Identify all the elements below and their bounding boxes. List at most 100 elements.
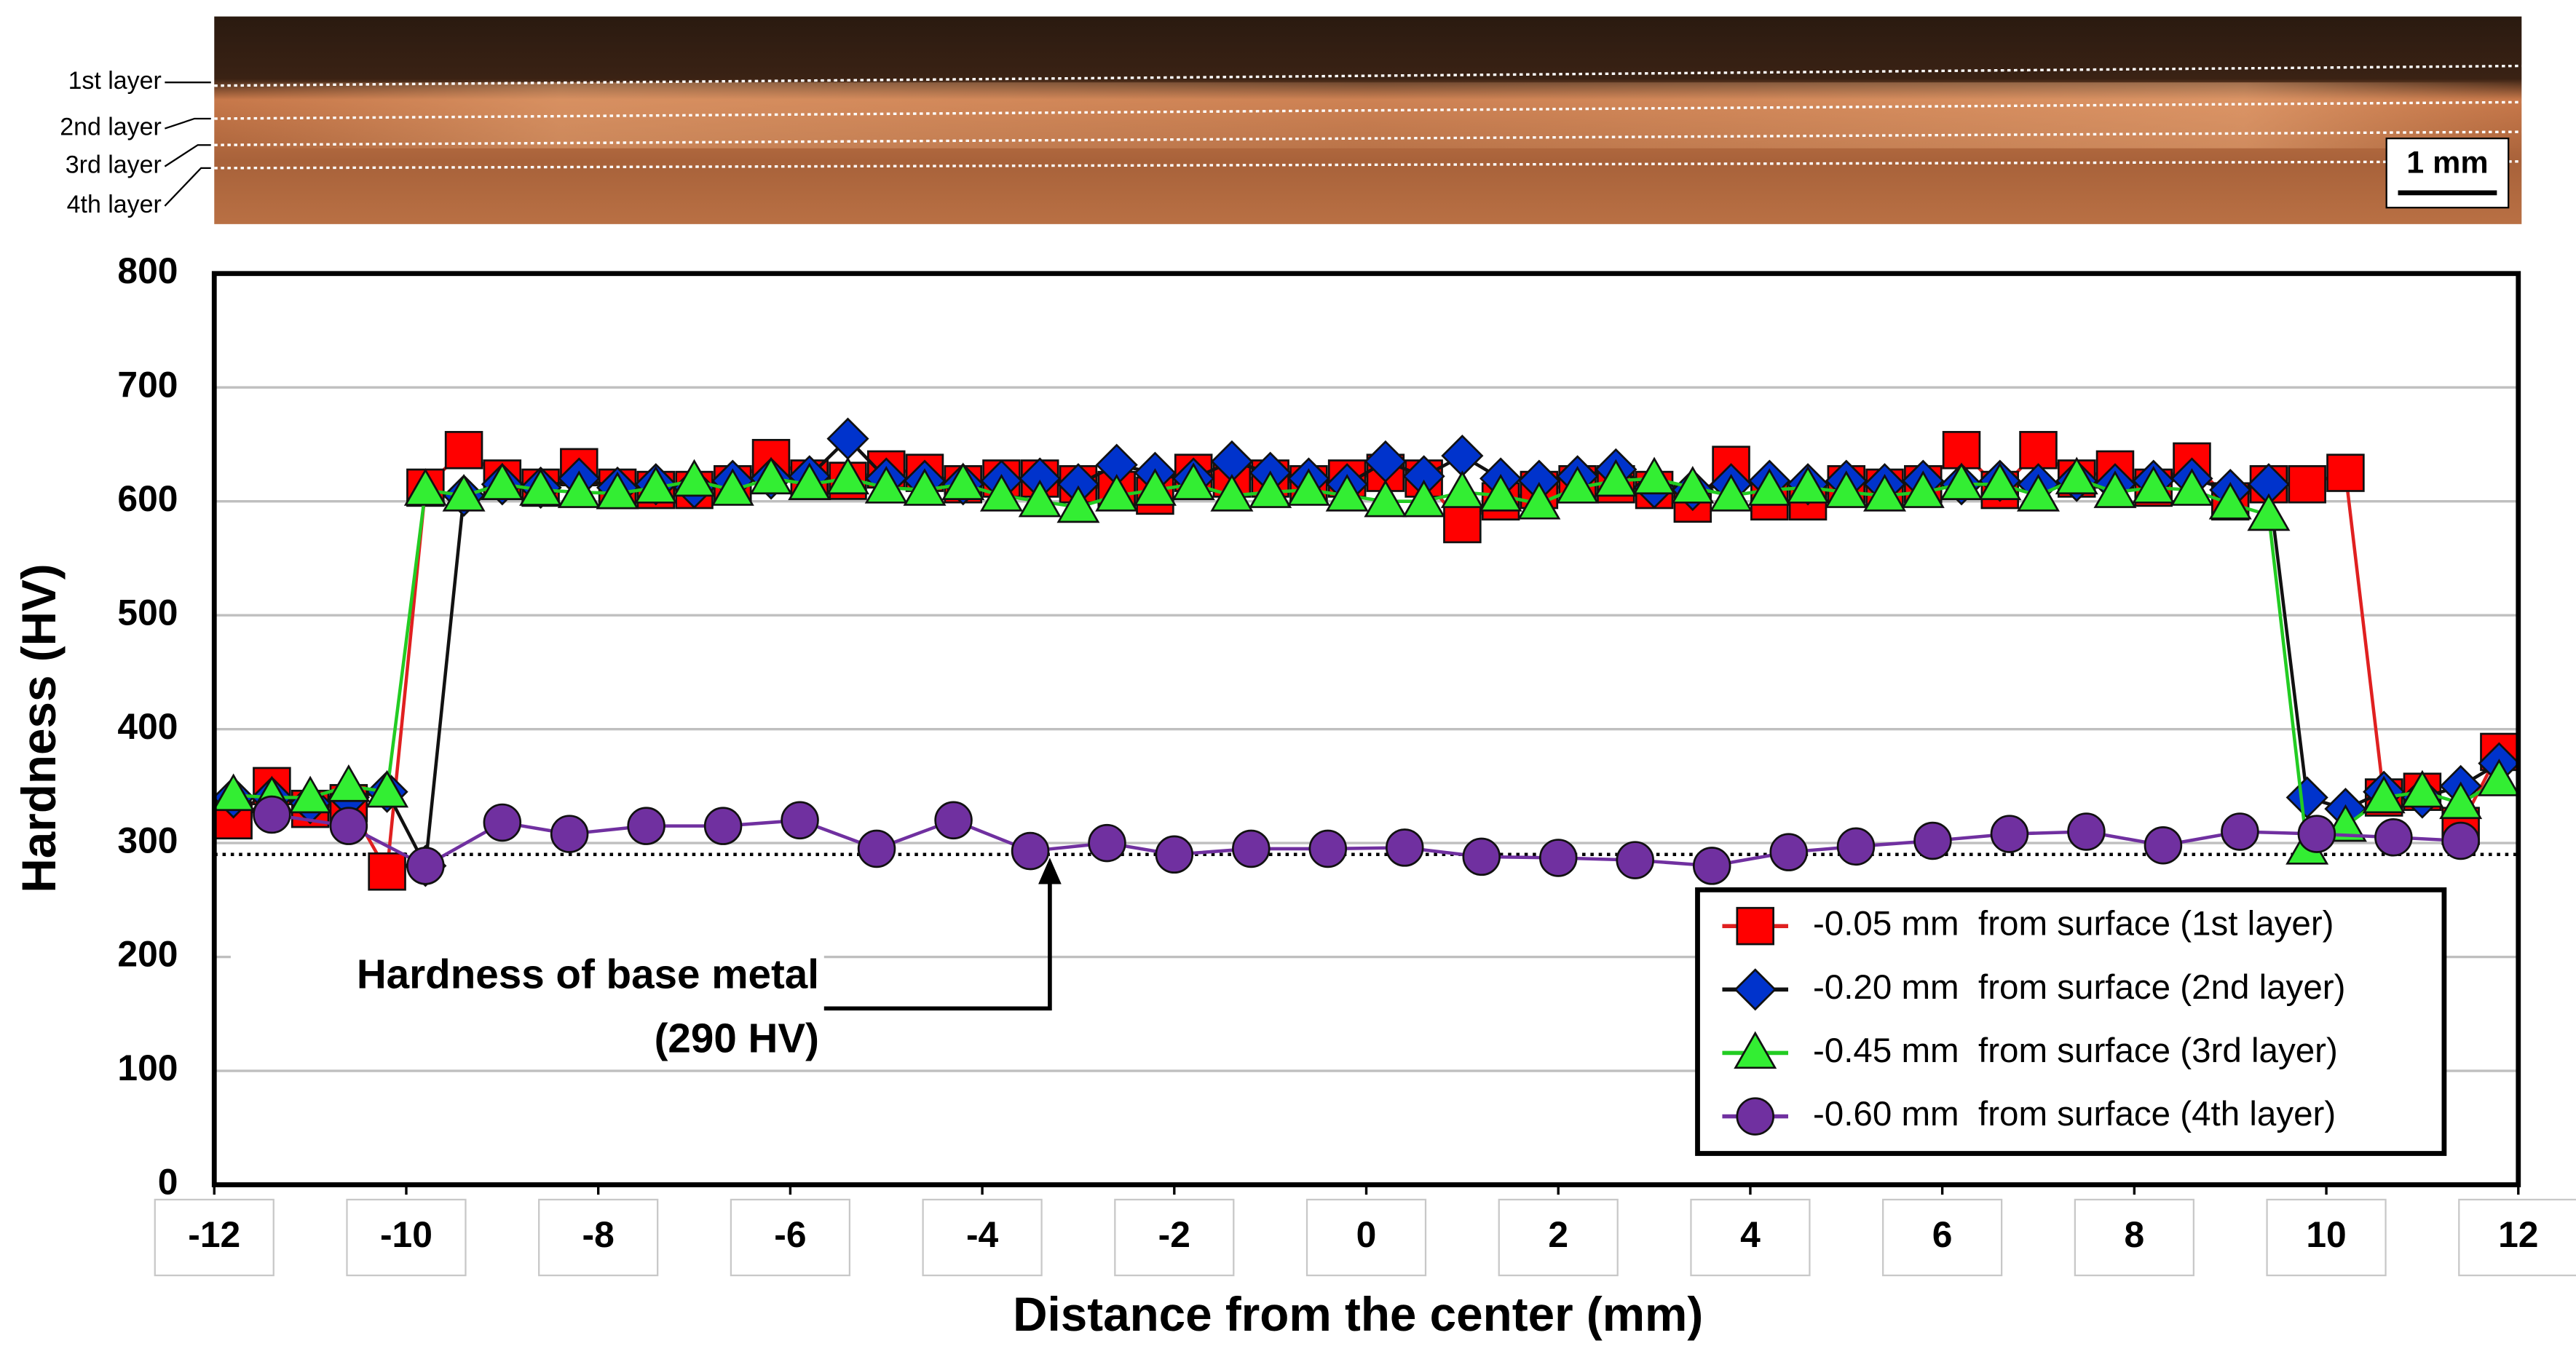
marker <box>788 462 831 500</box>
marker <box>934 801 973 840</box>
marker <box>2055 456 2098 495</box>
y-tick-label: 200 <box>117 934 178 975</box>
marker <box>1616 841 1654 879</box>
marker <box>288 775 332 814</box>
x-tick-label: 8 <box>2125 1214 2145 1255</box>
marker <box>1210 473 1254 512</box>
marker <box>253 795 291 834</box>
marker <box>1232 829 1271 868</box>
marker <box>1940 462 1983 500</box>
annotation-bg <box>230 949 824 1065</box>
marker <box>941 462 985 500</box>
layer-arrow <box>164 82 211 207</box>
x-tick-box <box>538 1198 659 1277</box>
layer-boundary <box>214 130 2522 146</box>
legend-marker <box>1736 1097 1774 1136</box>
marker <box>1479 473 1522 512</box>
x-tick-box <box>1882 1198 2003 1277</box>
x-tick-label: -8 <box>582 1214 615 1255</box>
layer-label: 2nd layer <box>60 114 162 141</box>
x-tick-label: -12 <box>188 1214 240 1255</box>
y-tick-label: 100 <box>117 1048 178 1088</box>
marker <box>2477 759 2521 796</box>
series-line <box>233 476 2500 852</box>
marker <box>2221 812 2259 851</box>
plot-frame <box>211 271 2521 1187</box>
annotation-text: (290 HV) <box>655 1015 819 1061</box>
marker <box>1443 504 1482 544</box>
x-tick-label: 0 <box>1356 1214 1377 1255</box>
marker <box>634 466 678 504</box>
y-tick-label: 0 <box>158 1162 178 1203</box>
marker <box>1056 485 1100 523</box>
marker <box>483 803 522 842</box>
marker <box>1441 435 1484 478</box>
marker <box>1386 828 1424 867</box>
annotation-arrow <box>823 877 1052 1011</box>
marker <box>2439 781 2483 820</box>
marker <box>557 470 601 508</box>
micrograph: 1st layer 2nd layer 3rd layer 4th layer … <box>60 16 2522 224</box>
marker <box>1836 827 1876 866</box>
x-tick-box <box>2266 1198 2387 1277</box>
marker <box>329 807 368 845</box>
marker <box>1364 479 1407 518</box>
legend-label: -0.20 mm from surface (2nd layer) <box>1813 968 2345 1007</box>
marker <box>2362 775 2406 814</box>
marker <box>1556 466 1600 504</box>
marker <box>703 807 743 845</box>
marker <box>212 773 256 812</box>
marker <box>1632 456 1676 495</box>
marker <box>519 468 563 506</box>
x-tick-box <box>1114 1198 1235 1277</box>
x-tick-box <box>154 1198 274 1277</box>
x-tick-box <box>2458 1198 2576 1277</box>
marker <box>2208 481 2252 520</box>
x-tick-box <box>1305 1198 1427 1277</box>
y-tick-label: 800 <box>117 250 178 291</box>
marker <box>857 829 896 868</box>
marker <box>2374 818 2413 857</box>
layer-boundary <box>214 100 2522 120</box>
layer-label: 3rd layer <box>66 151 162 179</box>
marker <box>1287 468 1330 506</box>
marker <box>627 807 665 845</box>
series-line <box>272 812 2461 868</box>
marker <box>2016 473 2061 512</box>
marker <box>1769 833 1808 871</box>
y-tick-label: 400 <box>117 706 178 747</box>
marker <box>1747 468 1791 506</box>
marker <box>1402 479 1446 518</box>
marker <box>406 847 445 885</box>
marker <box>1913 821 1952 860</box>
annotation-text: Hardness of base metal <box>357 951 819 997</box>
legend-marker <box>1734 1031 1777 1069</box>
marker <box>2326 454 2365 492</box>
marker <box>1172 462 1215 500</box>
annotation-arrowhead <box>1038 858 1062 884</box>
layer-boundary <box>214 64 2522 87</box>
marker <box>550 815 589 853</box>
x-tick-box <box>730 1198 851 1277</box>
marker <box>1249 470 1292 508</box>
y-tick-label: 700 <box>117 364 178 405</box>
x-tick-box <box>922 1198 1043 1277</box>
marker <box>1517 481 1561 520</box>
scale-bar-label: 1 mm <box>2406 146 2488 181</box>
marker <box>2067 812 2106 851</box>
marker <box>1671 466 1715 504</box>
legend-label: -0.45 mm from surface (3rd layer) <box>1813 1032 2338 1070</box>
marker <box>1692 847 1731 885</box>
legend-marker <box>1734 968 1777 1011</box>
legend-box <box>1695 887 2447 1156</box>
marker <box>2093 470 2137 508</box>
marker <box>1990 815 2029 853</box>
marker <box>673 459 716 497</box>
y-tick-label: 300 <box>117 820 178 860</box>
x-tick-label: 2 <box>1548 1214 1568 1255</box>
marker <box>2288 464 2326 504</box>
x-tick-label: -10 <box>380 1214 432 1255</box>
marker <box>2170 468 2213 506</box>
marker <box>864 466 908 504</box>
marker <box>711 468 754 506</box>
